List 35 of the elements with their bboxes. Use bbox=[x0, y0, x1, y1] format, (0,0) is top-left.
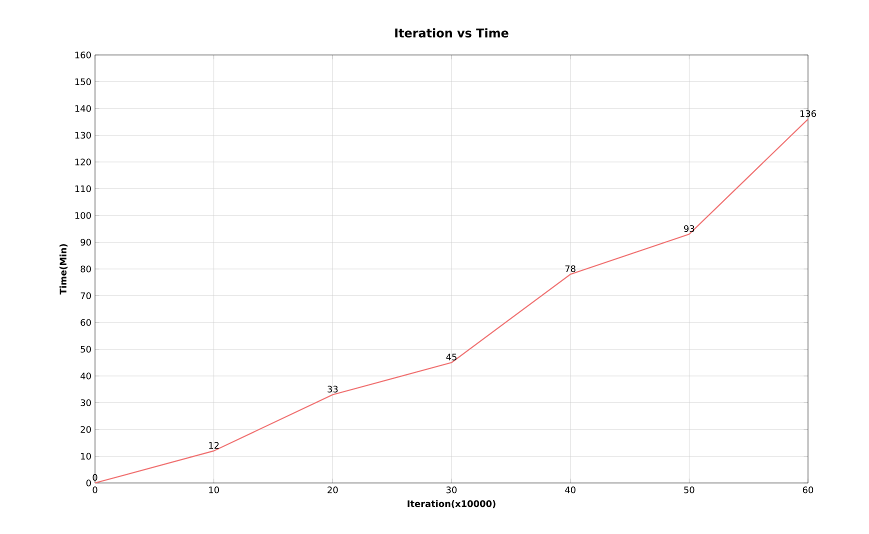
y-tick-label: 130 bbox=[75, 132, 91, 139]
y-tick-label: 10 bbox=[81, 452, 91, 460]
y-tick-label: 40 bbox=[80, 372, 91, 380]
y-tick-label: 150 bbox=[75, 78, 91, 86]
x-tick-label: 10 bbox=[209, 486, 219, 494]
y-tick-label: 160 bbox=[75, 52, 91, 58]
data-label: 12 bbox=[209, 442, 219, 449]
x-tick-label: 0 bbox=[92, 486, 98, 494]
chart-title: Iteration vs Time bbox=[395, 28, 508, 38]
y-tick-label: 60 bbox=[80, 319, 91, 326]
y-tick-label: 50 bbox=[80, 346, 91, 353]
y-tick-label: 120 bbox=[75, 158, 91, 166]
y-tick-label: 80 bbox=[80, 266, 91, 272]
y-tick-label: 20 bbox=[80, 426, 91, 433]
x-tick-label: 60 bbox=[802, 486, 814, 494]
y-tick-label: 90 bbox=[80, 238, 91, 246]
data-label: 45 bbox=[446, 354, 456, 360]
x-tick-label: 40 bbox=[565, 486, 576, 494]
x-tick-label: 20 bbox=[328, 486, 338, 494]
x-tick-label: 50 bbox=[684, 486, 694, 494]
y-tick-label: 0 bbox=[86, 480, 91, 486]
y-tick-label: 30 bbox=[80, 399, 91, 406]
line-series bbox=[94, 118, 809, 484]
x-axis-title: Iteration(x10000) bbox=[408, 500, 496, 508]
data-label: 0 bbox=[92, 474, 98, 481]
y-axis-title: Time(Min) bbox=[60, 244, 68, 295]
y-tick-label: 140 bbox=[75, 105, 91, 112]
data-label: 136 bbox=[800, 110, 816, 117]
data-label: 78 bbox=[565, 265, 576, 272]
y-tick-label: 110 bbox=[75, 185, 91, 192]
x-tick-label: 30 bbox=[446, 486, 457, 494]
data-label: 93 bbox=[684, 225, 694, 232]
y-tick-label: 70 bbox=[80, 292, 91, 300]
y-tick-label: 100 bbox=[75, 212, 91, 219]
data-label: 33 bbox=[328, 386, 338, 393]
